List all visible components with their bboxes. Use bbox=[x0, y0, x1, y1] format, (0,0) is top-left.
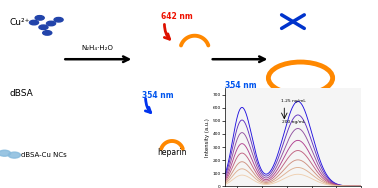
Circle shape bbox=[54, 17, 63, 22]
Text: 354 nm: 354 nm bbox=[225, 81, 257, 90]
Text: 200 ng/mL: 200 ng/mL bbox=[282, 120, 305, 124]
Text: dBSA: dBSA bbox=[9, 89, 33, 99]
Text: dBSA-Cu NCs: dBSA-Cu NCs bbox=[21, 152, 67, 158]
Text: 1.25 ng/mL: 1.25 ng/mL bbox=[280, 99, 305, 103]
Text: N₂H₄·H₂O: N₂H₄·H₂O bbox=[81, 45, 113, 51]
Text: heparin: heparin bbox=[157, 148, 186, 157]
Text: 354 nm: 354 nm bbox=[142, 91, 174, 100]
Circle shape bbox=[35, 16, 44, 20]
Y-axis label: Intensity (a.u.): Intensity (a.u.) bbox=[205, 118, 210, 157]
Text: Cu²⁺: Cu²⁺ bbox=[9, 18, 30, 27]
Text: 642 nm: 642 nm bbox=[161, 12, 192, 21]
Circle shape bbox=[46, 21, 56, 26]
Circle shape bbox=[39, 25, 48, 30]
Circle shape bbox=[0, 150, 11, 156]
Circle shape bbox=[29, 20, 39, 25]
Circle shape bbox=[43, 31, 52, 35]
Circle shape bbox=[8, 152, 20, 158]
